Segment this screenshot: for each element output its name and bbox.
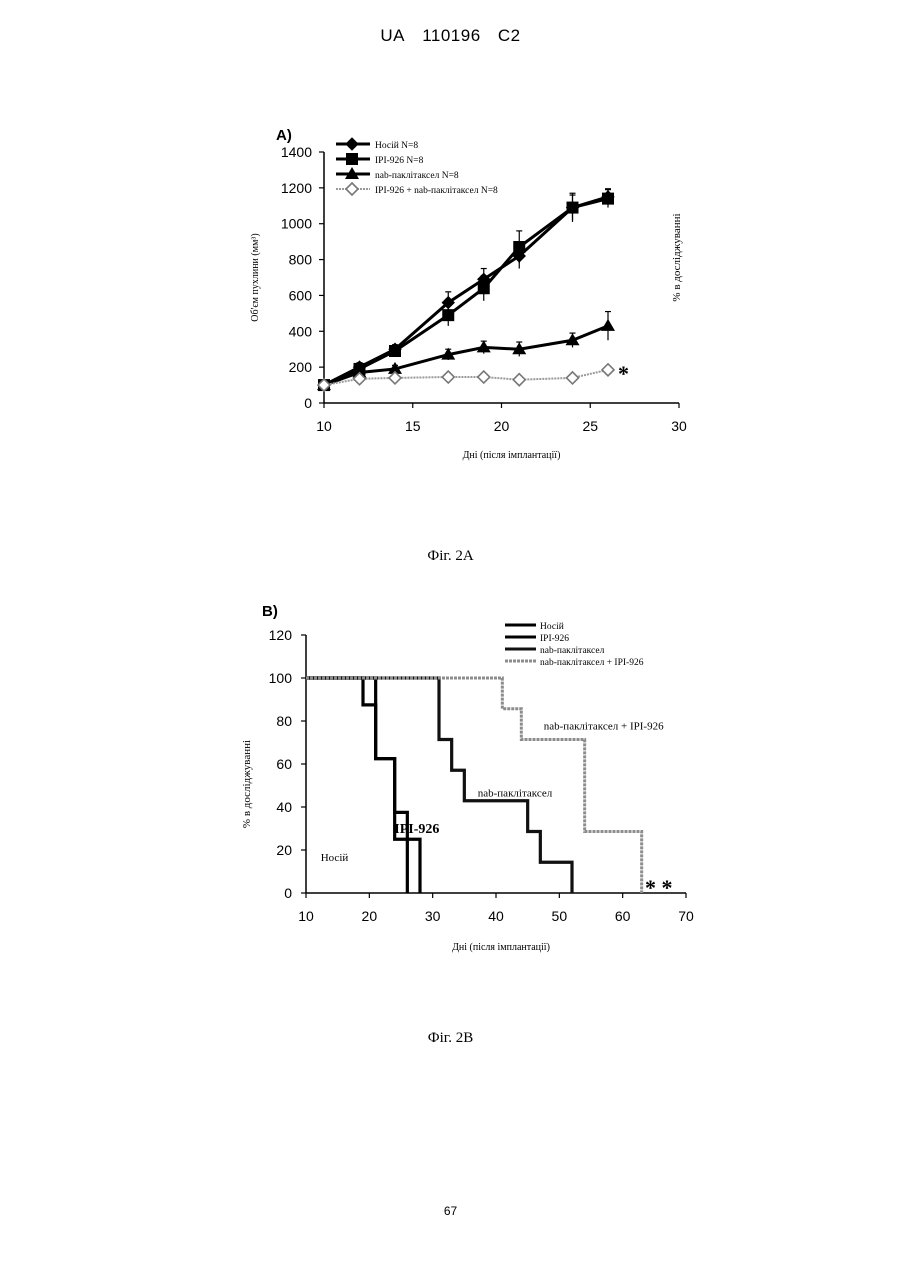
y-tick-label: 0: [304, 395, 312, 411]
legend-entry: IPI-926 + nab-паклітаксел N=8: [375, 186, 498, 196]
legend-entry: nab-паклітаксел: [540, 646, 605, 656]
data-point: [602, 193, 614, 205]
data-point: [567, 372, 579, 384]
legend-entry: IPI-926: [540, 634, 569, 644]
legend-marker: [346, 138, 358, 150]
y-tick-label: 1200: [281, 180, 312, 196]
series-0: [318, 189, 614, 391]
x-tick-label: 25: [582, 418, 598, 434]
page-number: 67: [0, 1204, 901, 1218]
legend-entry: nab-паклітаксел N=8: [375, 171, 459, 181]
y-tick-label: 0: [284, 885, 292, 901]
data-point: [442, 309, 454, 321]
y-tick-label: 40: [276, 799, 292, 815]
y-tick-label: 600: [289, 287, 313, 303]
data-point: [601, 319, 615, 331]
x-axis-title: Дні (після імплантації): [452, 942, 550, 953]
legend-entry: nab-паклітаксел + IPI-926: [540, 658, 644, 668]
survival-curve-3: [306, 678, 642, 893]
data-point: [567, 202, 579, 214]
y-tick-label: 120: [269, 627, 293, 643]
y-axis-title: Об'єм пухлини (мм³): [250, 233, 261, 321]
patent-number: 110196: [422, 26, 480, 45]
x-tick-label: 10: [298, 908, 314, 924]
legend-entry: Носій N=8: [375, 140, 418, 151]
x-tick-label: 10: [316, 418, 332, 434]
right-axis-title: % в досліджуванні: [671, 213, 683, 301]
y-tick-label: 100: [269, 670, 293, 686]
panel-label: В): [262, 603, 278, 620]
legend-marker: [346, 183, 358, 195]
figure-2b-caption: Фіг. 2В: [0, 1030, 901, 1047]
y-tick-label: 200: [289, 359, 313, 375]
patent-kind: C2: [498, 26, 521, 45]
significance-mark: *: [618, 361, 629, 386]
x-tick-label: 70: [678, 908, 694, 924]
y-tick-label: 400: [289, 323, 313, 339]
x-tick-label: 40: [488, 908, 504, 924]
legend-entry: Носій: [540, 621, 564, 632]
figure-2a-caption: Фіг. 2А: [0, 548, 901, 565]
patent-country: UA: [380, 26, 405, 45]
data-point: [442, 371, 454, 383]
legend-entry: IPI-926 N=8: [375, 156, 424, 166]
series-line: [324, 197, 608, 385]
x-tick-label: 30: [425, 908, 441, 924]
y-tick-label: 1400: [281, 144, 312, 160]
legend: Носій IPI-926 nab-паклітаксел nab-паклітакс…: [505, 621, 644, 668]
data-point: [513, 241, 525, 253]
legend-marker: [346, 153, 358, 165]
x-tick-label: 20: [362, 908, 378, 924]
patent-header: UA 110196 C2: [0, 26, 901, 46]
x-axis-title: Дні (після імплантації): [463, 450, 561, 461]
data-point: [602, 364, 614, 376]
panel-label: А): [276, 127, 292, 144]
curve-annotation: IPI-926: [394, 822, 439, 837]
y-axis-title: % в досліджуванні: [241, 740, 253, 828]
x-tick-label: 60: [615, 908, 631, 924]
legend: Носій N=8 IPI-926 N=8 nab-паклітаксел N=8 I…: [336, 138, 498, 196]
y-tick-label: 60: [276, 756, 292, 772]
y-tick-label: 1000: [281, 216, 312, 232]
data-point: [513, 374, 525, 386]
figure-2a-line-chart: А) 0 200 400 600 800 1000 1200 1400 10 15 20 25 30 Дні…: [0, 120, 901, 600]
curve-annotation: Носій: [321, 852, 349, 864]
data-point: [478, 371, 490, 383]
y-tick-label: 20: [276, 842, 292, 858]
significance-mark: * *: [645, 875, 673, 900]
x-tick-label: 50: [552, 908, 568, 924]
data-point: [389, 345, 401, 357]
curve-annotation: nab-паклітаксел: [478, 787, 553, 799]
y-tick-label: 80: [276, 713, 292, 729]
curve-annotation: nab-паклітаксел + IPI-926: [544, 721, 664, 733]
figure-2b-survival-chart: В) 0 20 40 60 80 100 120 10 20 30 40 50 60 70 Дні (післ…: [0, 600, 901, 960]
y-tick-label: 800: [289, 252, 313, 268]
x-tick-label: 30: [671, 418, 687, 434]
x-tick-label: 15: [405, 418, 421, 434]
data-point: [478, 282, 490, 294]
x-tick-label: 20: [494, 418, 510, 434]
